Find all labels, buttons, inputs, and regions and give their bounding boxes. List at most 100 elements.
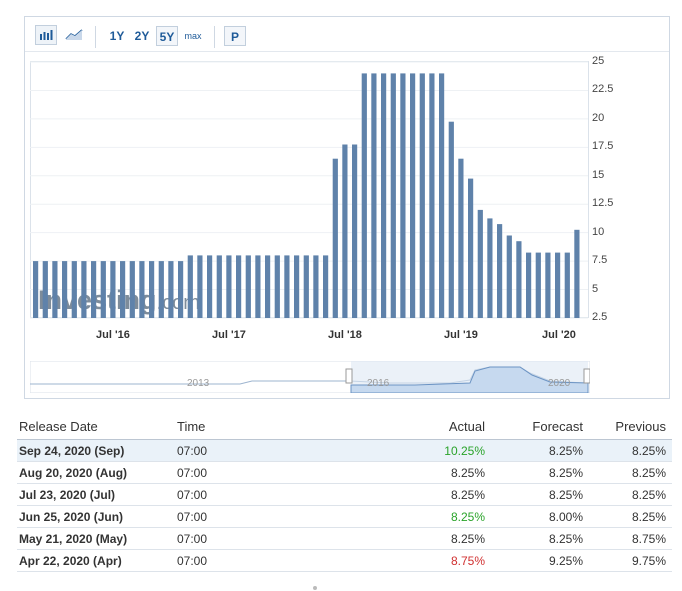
data-bar — [52, 261, 58, 318]
y-tick-label: 15 — [592, 168, 605, 181]
data-bar — [139, 261, 145, 318]
header-release-date[interactable]: Release Date — [17, 413, 175, 440]
data-bar — [400, 73, 406, 319]
release-time: 07:00 — [175, 439, 333, 462]
data-bar — [149, 261, 155, 318]
data-bar — [313, 255, 319, 318]
actual-value: 8.25% — [333, 527, 491, 550]
release-date: Apr 22, 2020 (Apr) — [17, 549, 175, 572]
data-bar — [236, 255, 242, 318]
range-max-button[interactable]: max — [184, 31, 202, 41]
bar-plot: Investing.com — [30, 61, 589, 319]
data-bar — [439, 73, 445, 319]
data-bar — [81, 261, 87, 318]
header-time[interactable]: Time — [175, 413, 333, 440]
data-bar — [390, 73, 396, 319]
data-bar — [197, 255, 203, 318]
data-bar — [294, 255, 300, 318]
bar-chart-icon[interactable] — [35, 25, 57, 45]
data-bar — [33, 261, 39, 318]
release-date: Sep 24, 2020 (Sep) — [17, 439, 175, 462]
range-1y-button[interactable]: 1Y — [109, 29, 125, 43]
navigator-year: 2013 — [187, 378, 210, 389]
actual-value: 8.25% — [333, 461, 491, 484]
data-bar — [110, 261, 116, 318]
header-previous[interactable]: Previous — [589, 413, 672, 440]
header-forecast[interactable]: Forecast — [491, 413, 589, 440]
data-bar — [71, 261, 77, 318]
release-date: May 21, 2020 (May) — [17, 527, 175, 550]
table-row: Sep 24, 2020 (Sep) 07:00 10.25% 8.25% 8.… — [17, 439, 672, 462]
chart-widget: 1Y 2Y 5Y max P Investing.com 25 22.5 20 17.… — [24, 16, 670, 399]
forecast-value: 8.25% — [491, 439, 589, 462]
data-bar — [62, 261, 68, 318]
data-bar — [323, 255, 329, 318]
forecast-value: 8.25% — [491, 527, 589, 550]
data-bar — [255, 255, 261, 318]
data-bar — [477, 209, 483, 318]
line-chart-icon[interactable] — [63, 25, 85, 45]
data-bar — [381, 73, 387, 319]
data-bar — [342, 144, 348, 318]
header-actual[interactable]: Actual — [333, 413, 491, 440]
forecast-value: 8.25% — [491, 483, 589, 506]
data-bar — [516, 241, 522, 318]
data-bar — [468, 178, 474, 318]
table-row: Apr 22, 2020 (Apr) 07:00 8.75% 9.25% 9.7… — [17, 549, 672, 572]
previous-value: 8.75% — [589, 527, 672, 550]
data-bar — [158, 261, 164, 318]
p-button[interactable]: P — [224, 26, 246, 46]
toolbar-separator — [95, 26, 96, 48]
toolbar-separator — [214, 26, 215, 48]
chart-toolbar: 1Y 2Y 5Y max P — [25, 17, 669, 52]
data-bar — [448, 121, 454, 318]
x-tick-label: Jul '16 — [96, 329, 130, 341]
y-tick-label: 25 — [592, 55, 605, 67]
actual-value: 8.25% — [333, 483, 491, 506]
range-2y-button[interactable]: 2Y — [134, 29, 150, 43]
release-table: Release Date Time Actual Forecast Previo… — [17, 413, 672, 572]
y-tick-label: 5 — [592, 282, 599, 295]
release-time: 07:00 — [175, 527, 333, 550]
release-time: 07:00 — [175, 549, 333, 572]
data-bar — [226, 255, 232, 318]
data-bar — [168, 261, 174, 318]
range-5y-button[interactable]: 5Y — [156, 26, 178, 46]
range-navigator[interactable] — [30, 361, 590, 393]
data-bar — [178, 261, 184, 318]
y-tick-label: 22.5 — [592, 83, 614, 96]
navigator-left-handle — [345, 368, 353, 384]
data-bar — [487, 218, 493, 318]
data-bar — [574, 229, 580, 318]
data-bar — [545, 252, 551, 318]
table-row: Jun 25, 2020 (Jun) 07:00 8.25% 8.00% 8.2… — [17, 505, 672, 528]
x-tick-label: Jul '19 — [444, 329, 478, 341]
data-bar — [216, 255, 222, 318]
release-time: 07:00 — [175, 461, 333, 484]
data-bar — [265, 255, 271, 318]
data-bar — [207, 255, 213, 318]
scroll-indicator-dot — [313, 586, 317, 590]
data-bar — [458, 158, 464, 318]
y-tick-label: 17.5 — [592, 140, 614, 153]
data-bar — [274, 255, 280, 318]
previous-value: 8.25% — [589, 483, 672, 506]
data-bar — [129, 261, 135, 318]
release-date: Aug 20, 2020 (Aug) — [17, 461, 175, 484]
release-date: Jul 23, 2020 (Jul) — [17, 483, 175, 506]
data-bar — [42, 261, 48, 318]
navigator-year: 2020 — [548, 378, 571, 389]
forecast-value: 8.25% — [491, 461, 589, 484]
forecast-value: 8.00% — [491, 505, 589, 528]
data-bar — [506, 235, 512, 318]
actual-value: 10.25% — [333, 439, 491, 462]
y-tick-label: 7.5 — [592, 254, 608, 267]
data-bar — [526, 252, 532, 318]
actual-value: 8.75% — [333, 549, 491, 572]
data-bar — [187, 255, 193, 318]
table-row: Aug 20, 2020 (Aug) 07:00 8.25% 8.25% 8.2… — [17, 461, 672, 484]
release-time: 07:00 — [175, 483, 333, 506]
data-bar — [555, 252, 561, 318]
data-bar — [419, 73, 425, 319]
navigator-year: 2016 — [367, 378, 390, 389]
